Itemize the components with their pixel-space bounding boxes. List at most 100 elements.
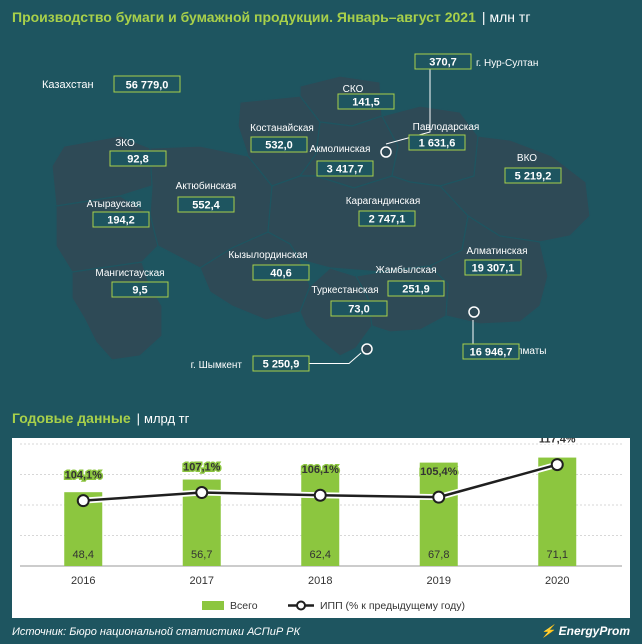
region-name-turkestan: Туркестанская xyxy=(311,285,378,296)
region-value-box-zko xyxy=(109,150,167,167)
bar-2020 xyxy=(538,457,577,566)
legend-swatch-bars xyxy=(202,601,224,610)
brand-logo: ⚡ EnergyProm xyxy=(541,624,630,638)
region-value-box-almaty xyxy=(462,343,520,360)
ipp-point-2018 xyxy=(313,488,327,502)
region-value-box-mangistau xyxy=(111,281,169,298)
brand-name: EnergyProm xyxy=(558,624,630,638)
region-value-mangistau: 9,5 xyxy=(132,285,147,297)
page-title: Производство бумаги и бумажной продукции… xyxy=(12,9,530,25)
region-name-pavlodar: Павлодарская xyxy=(413,122,480,133)
bar-label-2017: 56,7 xyxy=(191,549,212,561)
region-name-almaty-obl: Алматинская xyxy=(467,246,528,257)
region-name-shymkent: г. Шымкент xyxy=(191,360,243,371)
total-value-box xyxy=(113,75,181,93)
region-value-aktobe: 552,4 xyxy=(192,200,220,212)
annual-chart-panel: 48,4 2016 56,7 2017 62,4 2018 67,8 2019 71,1 2020… xyxy=(12,432,630,618)
region-name-kyzylorda: Кызылординская xyxy=(228,250,307,261)
x-tick-2016: 2016 xyxy=(71,575,95,587)
ipp-point-2019 xyxy=(432,490,446,504)
region-name-sko: СКО xyxy=(343,84,364,95)
bar-label-2016: 48,4 xyxy=(73,549,94,561)
region-name-akmola: Акмолинская xyxy=(310,144,371,155)
region-value-box-karaganda xyxy=(358,210,416,227)
region-value-box-akmola xyxy=(316,160,374,177)
region-value-box-kostanay xyxy=(250,136,308,153)
bar-2019 xyxy=(419,462,458,566)
region-name-karaganda: Карагандинская xyxy=(346,196,421,207)
region-name-vko: ВКО xyxy=(517,153,537,164)
ipp-label-2017: 107,1% xyxy=(183,462,221,474)
region-zko-shape xyxy=(51,135,153,207)
x-tick-2018: 2018 xyxy=(308,575,332,587)
leader-line-shymkent xyxy=(309,352,362,364)
region-value-zhambyl: 251,9 xyxy=(402,284,430,296)
region-value-box-almaty-obl xyxy=(464,259,522,276)
region-value-nur-sultan: 370,7 xyxy=(429,57,457,69)
city-marker-almaty xyxy=(468,306,480,318)
source-note: Источник: Бюро национальной статистики А… xyxy=(12,626,301,638)
x-tick-2017: 2017 xyxy=(190,575,214,587)
ipp-label-2019: 105,4% xyxy=(420,466,458,478)
x-tick-2019: 2019 xyxy=(427,575,451,587)
region-value-box-pavlodar xyxy=(408,134,466,151)
region-name-mangistau: Мангистауская xyxy=(95,268,164,279)
region-value-box-zhambyl xyxy=(387,280,445,297)
region-value-almaty: 16 946,7 xyxy=(470,347,513,359)
region-name-zhambyl: Жамбылская xyxy=(376,264,437,276)
region-value-almaty-obl: 19 307,1 xyxy=(472,263,515,275)
legend-swatch-point xyxy=(296,600,306,611)
region-name-zko: ЗКО xyxy=(115,138,135,149)
ipp-label-2016: 104,1% xyxy=(65,470,103,482)
bar-2018 xyxy=(301,470,340,566)
total-label: Казахстан xyxy=(42,79,94,91)
region-value-atyrau: 194,2 xyxy=(107,215,135,227)
region-value-box-sko xyxy=(337,93,395,110)
region-name-aktobe: Актюбинская xyxy=(176,180,237,192)
region-name-nur-sultan: г. Нур-Султан xyxy=(476,58,538,69)
bar-label-2019: 67,8 xyxy=(428,549,449,561)
city-marker-shymkent xyxy=(361,343,373,355)
region-name-kostanay: Костанайская xyxy=(250,123,314,134)
region-value-box-shymkent xyxy=(252,355,310,372)
region-value-box-atyrau xyxy=(92,211,150,228)
legend-label-bars: Всего xyxy=(230,600,258,612)
map-labels: СКО 141,5 г. Нур-Султан 370,7 Костанайская 53… xyxy=(42,53,562,372)
x-tick-2020: 2020 xyxy=(545,575,569,587)
bar-label-2018: 62,4 xyxy=(310,549,331,561)
title-text: Производство бумаги и бумажной продукции… xyxy=(12,9,476,25)
kazakhstan-map: СКО 141,5 г. Нур-Султан 370,7 Костанайская 53… xyxy=(42,53,591,372)
region-value-box-turkestan xyxy=(330,300,388,317)
legend-label-line: ИПП (% к предыдущему году) xyxy=(320,600,465,612)
region-value-zko: 92,8 xyxy=(127,154,148,166)
annual-chart: 48,4 2016 56,7 2017 62,4 2018 67,8 2019 71,1 2020… xyxy=(20,432,622,612)
region-value-pavlodar: 1 631,6 xyxy=(419,138,456,150)
ipp-point-2016 xyxy=(76,494,90,508)
ipp-label-2020: 117,4% xyxy=(539,438,576,446)
region-value-karaganda: 2 747,1 xyxy=(369,214,406,226)
region-value-box-aktobe xyxy=(177,196,235,213)
total-value: 56 779,0 xyxy=(126,80,169,92)
chart-legend: Всего ИПП (% к предыдущему году) xyxy=(202,600,465,612)
region-value-box-nur-sultan xyxy=(414,53,472,70)
region-value-shymkent: 5 250,9 xyxy=(263,359,300,371)
brand-bolt-icon: ⚡ xyxy=(540,624,556,638)
title-separator: | xyxy=(481,9,486,25)
annual-title-text: Годовые данные xyxy=(12,410,131,426)
header: Производство бумаги и бумажной продукции… xyxy=(0,0,642,36)
region-value-vko: 5 219,2 xyxy=(515,171,552,183)
region-value-box-kyzylorda xyxy=(252,264,310,281)
bar-label-2020: 71,1 xyxy=(547,549,568,561)
ipp-point-2017 xyxy=(195,486,209,500)
region-value-akmola: 3 417,7 xyxy=(327,164,364,176)
title-unit: млн тг xyxy=(489,9,531,25)
region-value-sko: 141,5 xyxy=(352,97,380,109)
region-value-box-vko xyxy=(504,167,562,184)
region-value-kostanay: 532,0 xyxy=(265,140,293,152)
ipp-label-2018: 106,1% xyxy=(302,464,340,476)
region-name-atyrau: Атырауская xyxy=(87,199,142,210)
region-value-turkestan: 73,0 xyxy=(348,304,369,316)
region-name-almaty: г. Алматы xyxy=(502,346,546,357)
city-marker-nur-sultan xyxy=(380,146,392,158)
